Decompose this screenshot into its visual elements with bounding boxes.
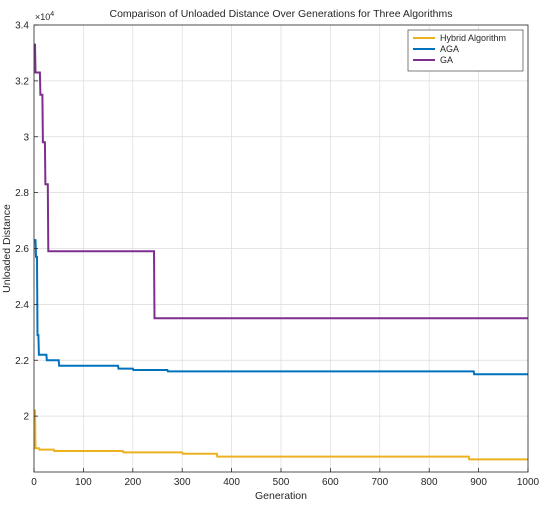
y-axis-exponent-base: ×10 (35, 12, 50, 22)
y-tick-label: 2.6 (15, 244, 29, 255)
legend-label-ga: GA (440, 55, 453, 65)
x-axis-label: Generation (255, 490, 307, 502)
chart-title: Comparison of Unloaded Distance Over Gen… (110, 8, 453, 20)
y-axis-exponent: ×104 (35, 11, 54, 22)
x-tick-label: 800 (421, 477, 438, 488)
y-axis-exponent-power: 4 (50, 11, 54, 18)
y-tick-label: 3.4 (15, 21, 29, 32)
y-tick-label: 2 (23, 412, 29, 423)
y-tick-label: 2.4 (15, 300, 29, 311)
x-tick-label: 0 (31, 477, 37, 488)
series-line-aga (34, 239, 528, 376)
series-lines (34, 43, 528, 461)
y-tick-label: 3 (23, 132, 29, 143)
y-axis-label: Unloaded Distance (1, 204, 13, 293)
series-line-ga (34, 43, 528, 320)
x-tick-label: 500 (273, 477, 290, 488)
legend-label-hybrid-algorithm: Hybrid Algorithm (440, 33, 506, 43)
x-tick-label: 900 (470, 477, 487, 488)
y-axis-ticks: 2 2.2 2.4 2.6 2.8 3 3.2 3.4 (15, 21, 38, 423)
x-tick-label: 200 (124, 477, 141, 488)
x-tick-label: 600 (322, 477, 339, 488)
legend-label-aga: AGA (440, 44, 459, 54)
x-tick-label: 300 (174, 477, 191, 488)
series-line-hybrid-algorithm (34, 409, 528, 461)
x-tick-label: 400 (223, 477, 240, 488)
x-tick-label: 700 (371, 477, 388, 488)
x-tick-label: 1000 (517, 477, 540, 488)
y-tick-label: 3.2 (15, 76, 29, 87)
x-tick-label: 100 (75, 477, 92, 488)
legend-box (407, 29, 524, 72)
x-axis-ticks: 0 100 200 300 400 500 600 700 800 900 1000 (31, 468, 540, 488)
y-tick-label: 2.2 (15, 356, 29, 367)
y-tick-label: 2.8 (15, 188, 29, 199)
